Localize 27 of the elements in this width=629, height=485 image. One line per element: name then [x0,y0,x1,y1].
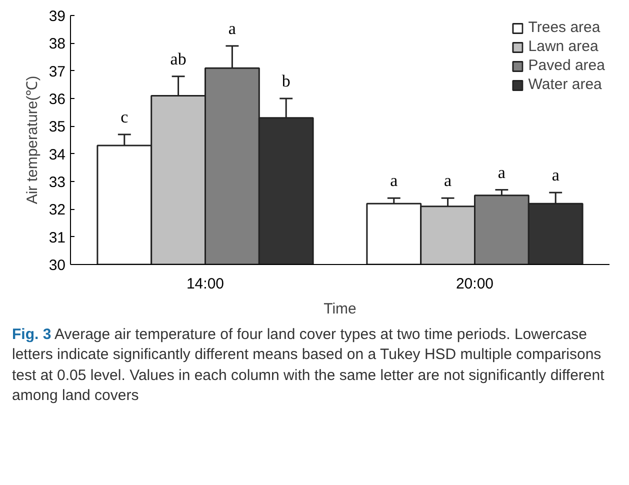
data-label: a [552,166,560,185]
y-tick-label: 30 [48,257,66,274]
x-axis-title: Time [324,300,356,318]
data-label: ab [170,49,186,68]
y-axis-title: Air temperature(℃) [24,76,41,204]
y-tick-label: 39 [48,8,66,25]
y-tick-label: 36 [48,91,66,108]
y-tick-label: 33 [48,174,66,191]
y-tick-label: 35 [48,118,66,136]
data-label: a [498,162,506,182]
caption: Fig. 3 Average air temperature of four land cover types at two time periods. Lowercase letters indicate significantly different means based on a Tukey HSD multiple comparisons test at 0.05 level. Values in each column with the same letter are not significantly different among land covers [12,325,606,406]
legend-label: Paved area [528,57,605,74]
x-tick-label: 20:00 [456,276,494,292]
data-label: a [444,171,452,190]
y-tick-label: 38 [48,36,66,53]
y-tick-label: 37 [48,63,66,80]
data-label: b [282,72,290,90]
data-label: a [228,18,236,38]
legend-label: Lawn area [528,38,598,55]
legend-label: Trees area [528,19,600,36]
data-label: c [120,107,129,126]
legend-label: Water area [528,76,602,93]
y-tick-label: 31 [48,229,66,246]
x-tick-label: 14:00 [186,276,224,292]
y-tick-label: 34 [48,146,66,164]
y-tick-label: 32 [48,202,66,219]
data-label: a [390,171,398,190]
